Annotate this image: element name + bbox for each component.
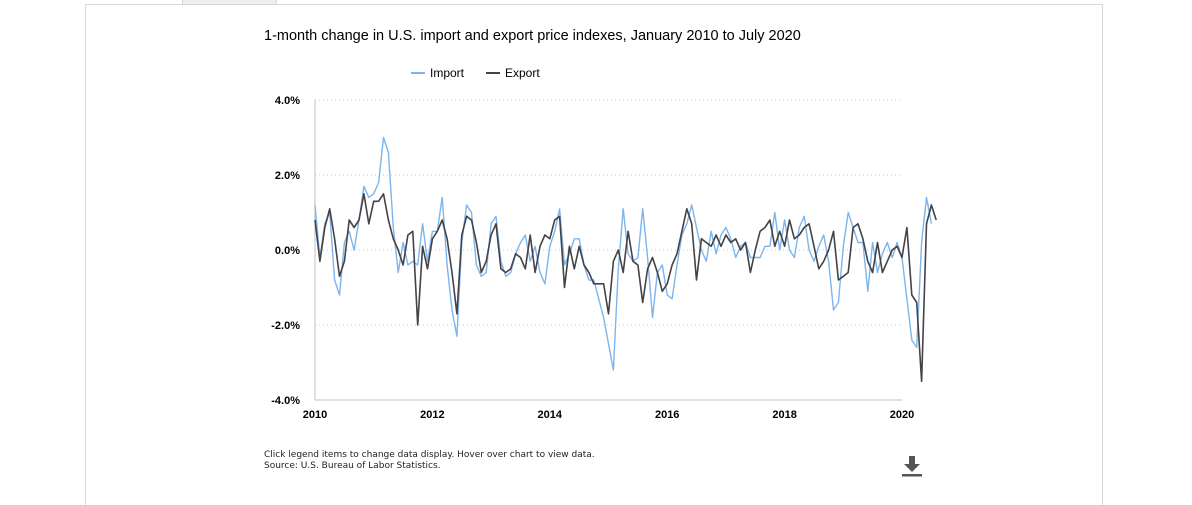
legend-item-import[interactable]: Import (411, 66, 464, 80)
y-tick-label: -4.0% (271, 395, 300, 407)
chart-footnote: Click legend items to change data displa… (264, 450, 595, 472)
series-line-import (314, 136, 933, 371)
x-tick-label: 2020 (890, 409, 914, 421)
download-icon (902, 456, 922, 477)
series-line-export (314, 193, 937, 383)
x-tick-label: 2018 (772, 409, 796, 421)
x-tick-label: 2012 (420, 409, 444, 421)
y-tick-label: -2.0% (271, 320, 300, 332)
chart-legend: Import Export (0, 66, 1192, 82)
y-tick-label: 2.0% (275, 170, 300, 182)
x-tick-label: 2016 (655, 409, 679, 421)
x-tick-label: 2010 (303, 409, 327, 421)
footnote-instructions: Click legend items to change data displa… (264, 450, 595, 460)
legend-label-export: Export (505, 66, 540, 80)
legend-label-import: Import (430, 66, 465, 80)
tab-stub[interactable] (182, 0, 277, 5)
y-tick-label: 4.0% (275, 95, 300, 107)
download-button[interactable] (898, 452, 926, 478)
legend-swatch-export (486, 72, 500, 74)
footnote-source: Source: U.S. Bureau of Labor Statistics. (264, 461, 441, 471)
x-tick-label: 2014 (538, 409, 563, 421)
chart-title: 1-month change in U.S. import and export… (264, 28, 801, 44)
legend-swatch-import (411, 72, 425, 74)
chart-plot[interactable]: 4.0% 2.0% 0.0% -2.0% -4.0%2010 2012 2014 2016 20… (0, 0, 1192, 480)
chart-panel (85, 4, 1103, 505)
y-tick-label: 0.0% (275, 245, 300, 257)
legend-item-export[interactable]: Export (486, 66, 540, 80)
